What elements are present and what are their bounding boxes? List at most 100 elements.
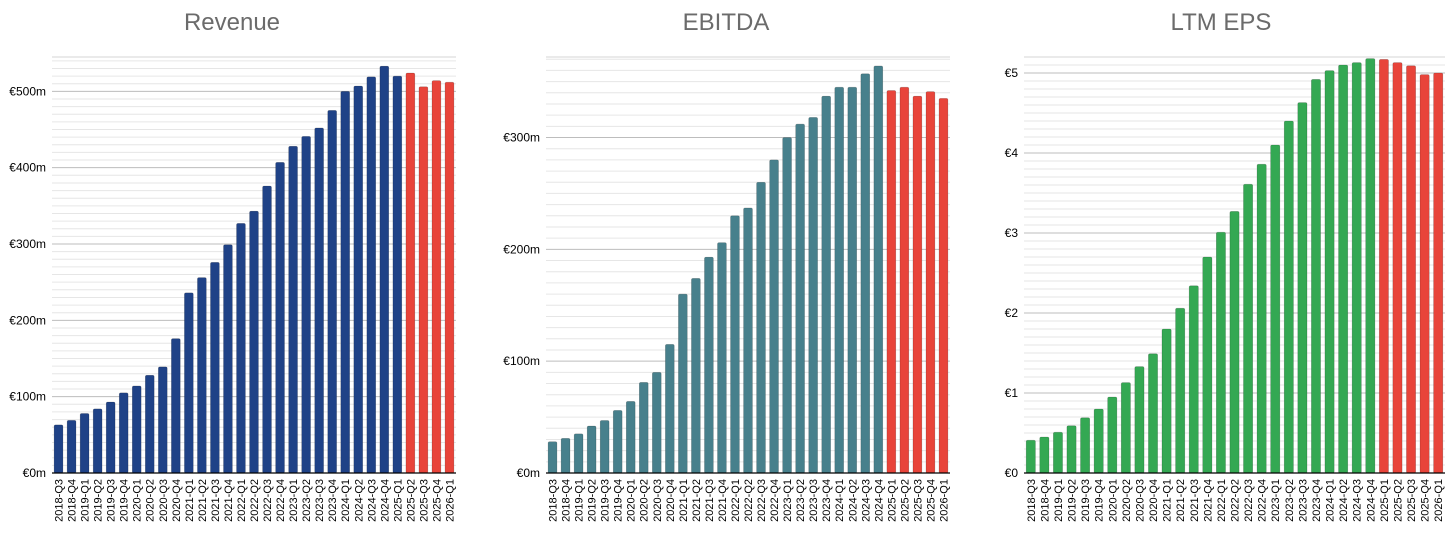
revenue-x-tick-label: 2022-Q3 xyxy=(262,479,274,522)
revenue-bar xyxy=(184,292,194,474)
ltm-eps-x-tick-label: 2022-Q2 xyxy=(1230,479,1242,522)
ebitda-x-tick-label: 2019-Q2 xyxy=(587,479,599,522)
ltm-eps-x-tick-label: 2021-Q2 xyxy=(1175,479,1187,522)
ltm-eps-bar xyxy=(1419,74,1430,474)
ltm-eps-x-tick-label: 2020-Q1 xyxy=(1107,479,1119,522)
revenue-bar xyxy=(53,424,64,474)
ebitda-bar xyxy=(691,278,701,474)
ltm-eps-bar xyxy=(1351,62,1362,474)
revenue-x-tick-label: 2018-Q4 xyxy=(67,479,79,522)
revenue-bar xyxy=(131,385,142,474)
ebitda-bar xyxy=(860,73,871,474)
revenue-x-tick-label: 2020-Q1 xyxy=(132,479,144,522)
revenue-x-tick-label: 2023-Q2 xyxy=(301,479,313,522)
revenue-bar xyxy=(301,136,311,474)
revenue-bar xyxy=(353,85,363,474)
revenue-bar xyxy=(66,420,77,474)
ltm-eps-x-tick-label: 2020-Q4 xyxy=(1148,479,1160,522)
ltm-eps-x-tick-label: 2019-Q2 xyxy=(1067,479,1079,522)
ltm-eps-bar xyxy=(1080,417,1091,474)
revenue-bar xyxy=(314,127,324,474)
revenue-bar xyxy=(236,223,246,474)
ltm-eps-bar xyxy=(1148,353,1158,474)
revenue-x-tick-label: 2019-Q4 xyxy=(119,479,131,522)
ebitda-bar xyxy=(547,441,558,474)
ebitda-bar xyxy=(730,215,740,474)
revenue-x-tick-label: 2022-Q1 xyxy=(236,479,248,522)
ltm-eps-x-tick-label: 2021-Q4 xyxy=(1202,479,1214,522)
ebitda-x-tick-label: 2019-Q3 xyxy=(600,479,612,522)
revenue-y-tick-label: €0m xyxy=(23,466,46,480)
revenue-bar xyxy=(366,76,377,474)
ebitda-bar xyxy=(756,181,766,474)
revenue-bar xyxy=(171,338,181,474)
ebitda-x-tick-label: 2023-Q4 xyxy=(821,479,833,522)
revenue-bar xyxy=(418,86,429,474)
ebitda-x-tick-label: 2020-Q1 xyxy=(626,479,638,522)
revenue-chart-title: Revenue xyxy=(184,9,280,36)
revenue-bar xyxy=(379,65,390,474)
ebitda-x-tick-label: 2024-Q1 xyxy=(834,479,846,522)
ebitda-chart-title: EBITDA xyxy=(683,9,770,36)
ebitda-bar xyxy=(899,86,910,474)
ltm-eps-x-tick-label: 2018-Q4 xyxy=(1039,479,1051,522)
revenue-bar xyxy=(431,80,442,474)
ebitda-x-tick-label: 2026-Q1 xyxy=(938,479,950,522)
revenue-y-tick-label: €300m xyxy=(9,237,46,251)
revenue-bar xyxy=(405,72,416,474)
ebitda-bar xyxy=(821,95,831,474)
ebitda-x-tick-label: 2019-Q4 xyxy=(613,479,625,522)
ebitda-x-tick-label: 2020-Q3 xyxy=(652,479,664,522)
ebitda-bar xyxy=(586,425,597,474)
revenue-bar xyxy=(327,110,337,474)
ltm-eps-bar xyxy=(1134,366,1145,474)
ltm-eps-y-tick-label: €5 xyxy=(1005,66,1019,80)
ebitda-x-tick-label: 2021-Q2 xyxy=(691,479,703,522)
ebitda-x-tick-label: 2025-Q2 xyxy=(899,479,911,522)
ebitda-x-tick-label: 2021-Q3 xyxy=(704,479,716,522)
revenue-x-tick-label: 2025-Q1 xyxy=(392,479,404,522)
revenue-bar xyxy=(288,146,298,474)
ebitda-bar xyxy=(847,86,857,474)
ltm-eps-x-tick-label: 2020-Q2 xyxy=(1121,479,1133,522)
revenue-bar xyxy=(210,262,220,474)
ltm-eps-x-tick-label: 2019-Q1 xyxy=(1053,479,1065,522)
revenue-bar xyxy=(340,91,350,474)
revenue-x-tick-label: 2022-Q4 xyxy=(275,479,287,522)
ltm-eps-bar xyxy=(1188,285,1199,474)
ebitda-x-tick-label: 2022-Q2 xyxy=(743,479,755,522)
ltm-eps-y-tick-label: €1 xyxy=(1005,386,1019,400)
revenue-x-tick-label: 2024-Q2 xyxy=(353,479,365,522)
ltm-eps-x-tick-label: 2025-Q1 xyxy=(1379,479,1391,522)
ebitda-bar xyxy=(560,438,571,474)
ltm-eps-x-tick-label: 2021-Q1 xyxy=(1162,479,1174,522)
ltm-eps-bar xyxy=(1392,62,1403,474)
ebitda-bar xyxy=(717,242,727,474)
ltm-eps-x-tick-label: 2022-Q4 xyxy=(1257,479,1269,522)
ltm-eps-x-tick-label: 2023-Q1 xyxy=(1270,479,1282,522)
ltm-eps-chart-title: LTM EPS xyxy=(1171,9,1272,36)
ebitda-x-tick-label: 2021-Q4 xyxy=(717,479,729,522)
ltm-eps-bar xyxy=(1378,59,1389,474)
ebitda-bar xyxy=(665,344,675,474)
ltm-eps-bar xyxy=(1053,431,1063,474)
ltm-eps-bar xyxy=(1311,79,1321,474)
ebitda-bar xyxy=(704,256,714,474)
ltm-eps-bar xyxy=(1365,58,1376,474)
ltm-eps-x-tick-label: 2025-Q2 xyxy=(1392,479,1404,522)
ebitda-bar xyxy=(873,65,884,474)
ebitda-x-tick-label: 2020-Q4 xyxy=(665,479,677,522)
revenue-x-tick-label: 2019-Q2 xyxy=(93,479,105,522)
revenue-bar xyxy=(392,75,403,474)
ebitda-x-tick-label: 2021-Q1 xyxy=(678,479,690,522)
revenue-y-tick-label: €500m xyxy=(9,84,46,98)
ebitda-x-tick-label: 2024-Q3 xyxy=(860,479,872,522)
ltm-eps-x-tick-label: 2026-Q1 xyxy=(1433,479,1445,522)
revenue-x-tick-label: 2019-Q1 xyxy=(80,479,92,522)
ltm-eps-bar xyxy=(1202,256,1213,474)
revenue-x-tick-label: 2021-Q3 xyxy=(210,479,222,522)
ebitda-x-tick-label: 2025-Q1 xyxy=(886,479,898,522)
ltm-eps-bar xyxy=(1229,211,1240,474)
